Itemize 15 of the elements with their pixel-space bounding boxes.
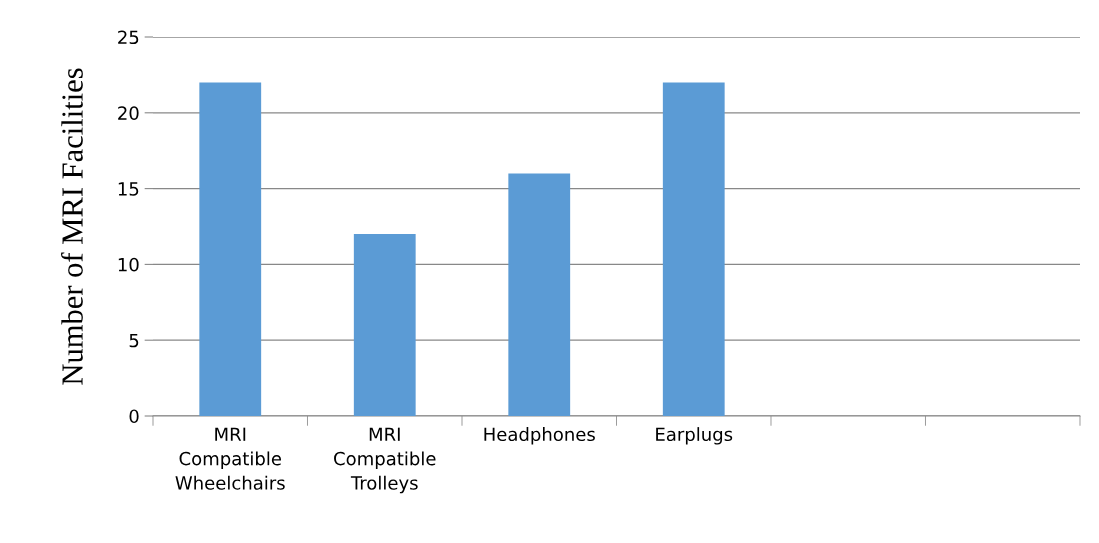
y-tick-label: 5 [129, 333, 139, 348]
y-axis-title: Number of MRI Facilities [61, 68, 83, 385]
y-tick-label: 20 [118, 106, 139, 120]
y-tick-label: 10 [118, 257, 139, 272]
x-tick-label: MRI Compatible Trolleys [334, 427, 436, 494]
y-tick-label: 15 [118, 182, 139, 196]
bar [662, 82, 725, 416]
bar [199, 82, 262, 416]
x-tick-label: MRI Compatible Wheelchairs [175, 427, 285, 490]
x-tick-label: Earplugs [656, 427, 733, 445]
bar [353, 234, 416, 416]
y-tick-label: 0 [129, 409, 139, 424]
bar [508, 173, 571, 416]
y-tick-label: 25 [118, 30, 139, 45]
x-tick-label: Headphones [484, 427, 595, 445]
